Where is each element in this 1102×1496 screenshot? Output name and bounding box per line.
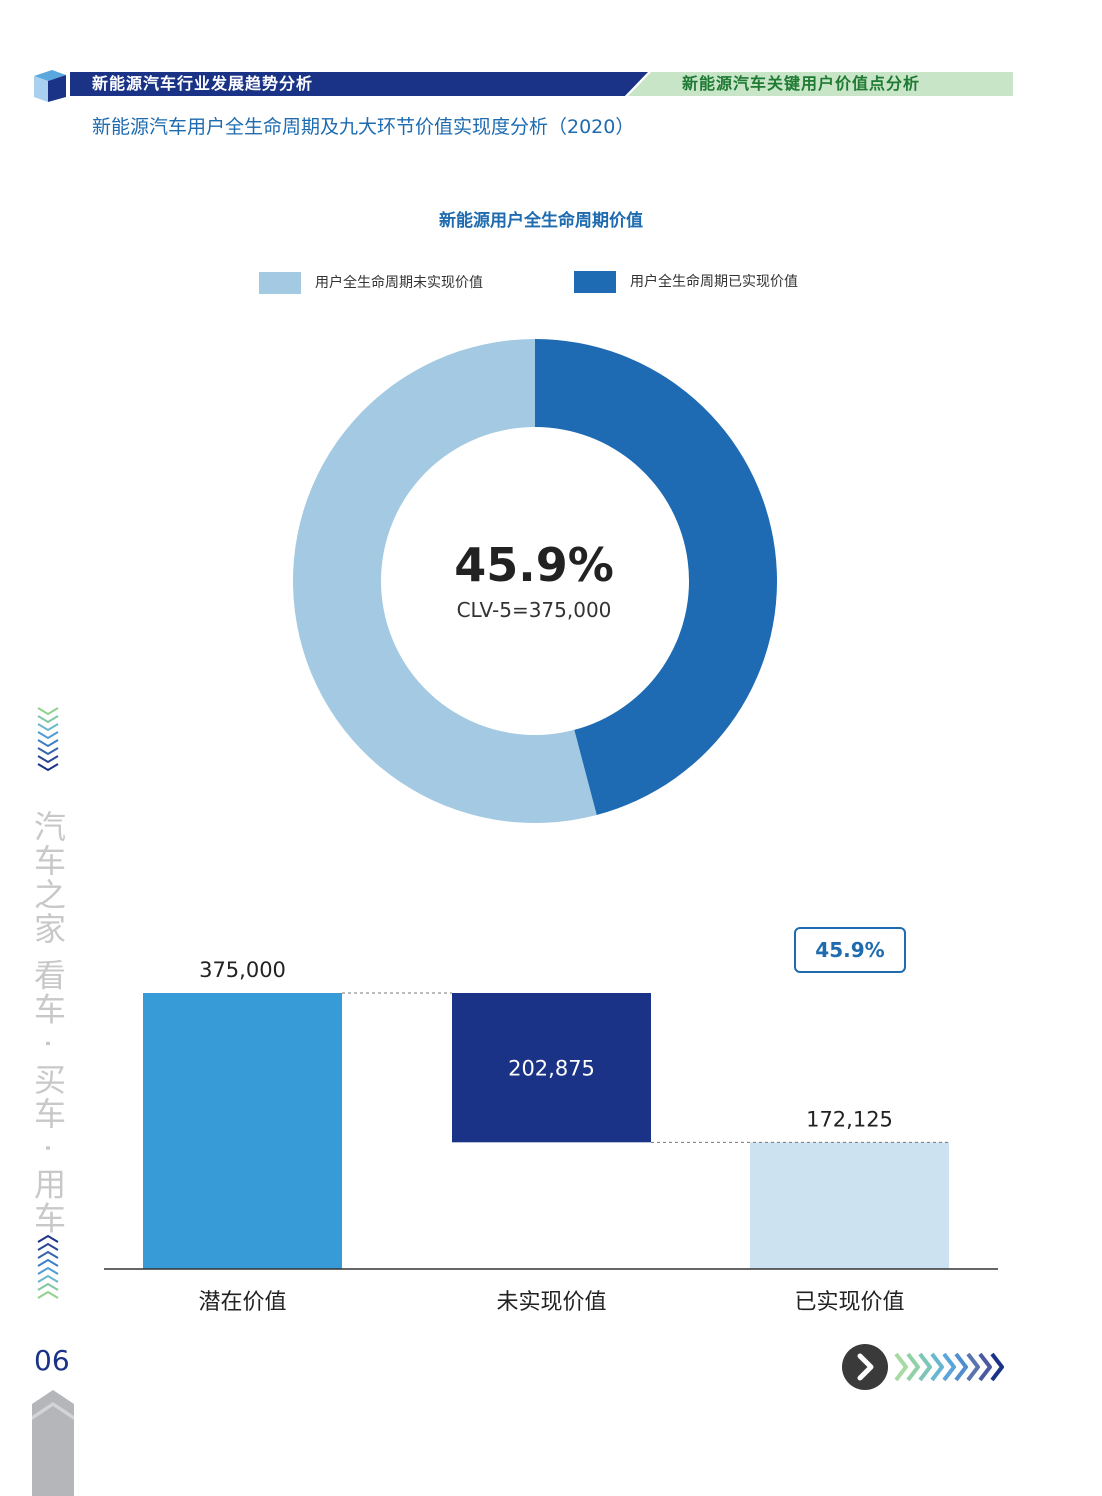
waterfall-value-label-2: 172,125 bbox=[806, 1107, 893, 1131]
waterfall-bar-1 bbox=[452, 993, 651, 1143]
arrows-icon bbox=[37, 1234, 59, 1299]
donut-chart bbox=[292, 339, 777, 823]
sidebar-vertical-text: 汽车之家 看车 · 买车 · 用车 bbox=[29, 810, 67, 1236]
header-band-left bbox=[70, 72, 648, 96]
donut-slice-1 bbox=[292, 339, 597, 823]
header-right-title: 新能源汽车关键用户价值点分析 bbox=[682, 74, 921, 93]
legend-label-realized: 用户全生命周期已实现价值 bbox=[630, 274, 798, 290]
arrows-icon bbox=[894, 1352, 1004, 1382]
next-page-button[interactable] bbox=[842, 1344, 888, 1390]
chart-title: 新能源用户全生命周期价值 bbox=[439, 211, 643, 231]
header-left-title: 新能源汽车行业发展趋势分析 bbox=[92, 74, 314, 93]
donut-slice-0 bbox=[535, 339, 777, 816]
waterfall-bar-2 bbox=[750, 1142, 949, 1269]
waterfall-bar-0 bbox=[143, 993, 342, 1269]
legend-swatch-unrealized bbox=[259, 272, 301, 294]
page-number: 06 bbox=[34, 1344, 70, 1377]
waterfall-category-label-0: 潜在价值 bbox=[198, 1290, 286, 1315]
donut-center-value: 45.9% bbox=[454, 538, 614, 592]
legend-label-unrealized: 用户全生命周期未实现价值 bbox=[315, 275, 483, 291]
realized-percent-badge: 45.9% bbox=[794, 927, 906, 973]
cube-icon bbox=[34, 70, 66, 102]
legend-swatch-realized bbox=[574, 271, 616, 293]
side-tab bbox=[32, 1390, 74, 1496]
waterfall-chart: 375,000 潜在价值 202,875 未实现价值 172,125 已实现价值 bbox=[104, 958, 998, 1315]
waterfall-category-label-1: 未实现价值 bbox=[496, 1290, 606, 1315]
chevron-right-icon bbox=[857, 1353, 874, 1381]
arrows-icon bbox=[37, 707, 59, 772]
page-title: 新能源汽车用户全生命周期及九大环节价值实现度分析（2020） bbox=[92, 116, 635, 138]
waterfall-value-label-0: 375,000 bbox=[199, 958, 286, 982]
header-band-right bbox=[628, 72, 1013, 96]
waterfall-value-label-1: 202,875 bbox=[508, 1057, 595, 1081]
donut-center-label: CLV-5=375,000 bbox=[456, 598, 612, 622]
waterfall-category-label-2: 已实现价值 bbox=[794, 1290, 904, 1315]
